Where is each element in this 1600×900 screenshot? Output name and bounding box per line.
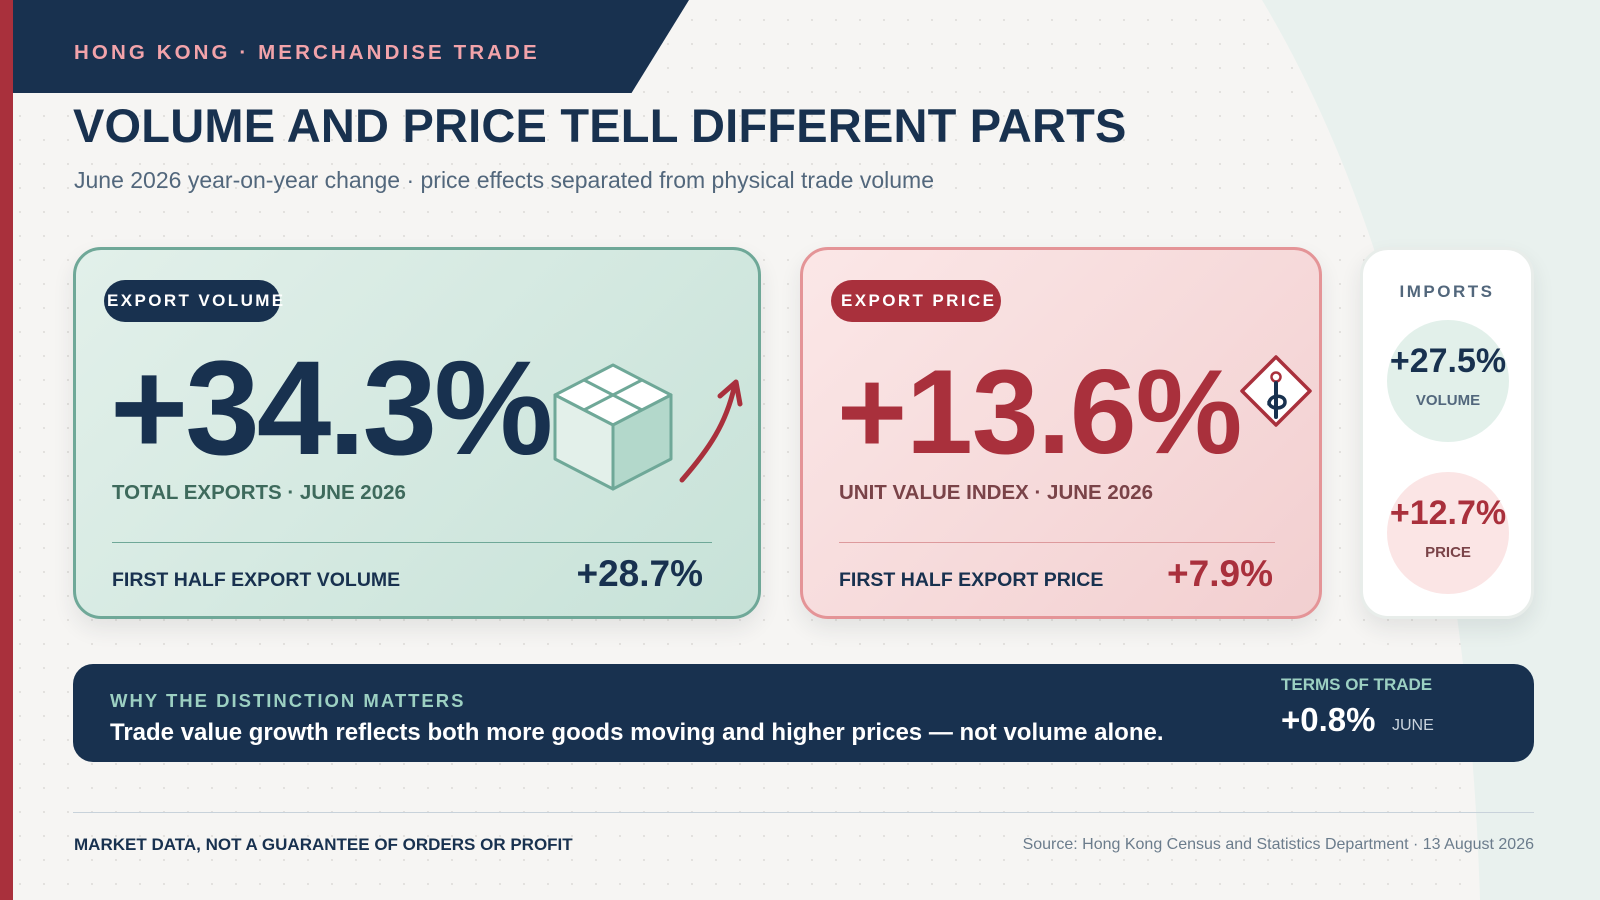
first-half-volume-label: FIRST HALF EXPORT VOLUME: [112, 569, 401, 591]
divider: [112, 542, 712, 543]
footer-source: Source: Hong Kong Census and Statistics …: [1022, 836, 1534, 853]
header-band: [13, 0, 689, 93]
up-arrow-icon: [679, 379, 743, 483]
imports-title: IMPORTS: [1399, 282, 1495, 301]
imports-price-circle: +12.7% PRICE: [1387, 472, 1509, 594]
divider: [839, 542, 1275, 543]
banner-text: Trade value growth reflects both more go…: [110, 719, 1164, 746]
imports-volume-circle: +27.5% VOLUME: [1387, 320, 1509, 442]
export-price-card: EXPORT PRICE +13.6% UNIT VALUE INDEX · J…: [800, 247, 1322, 619]
export-price-value: +13.6%: [837, 345, 1242, 479]
page-title: VOLUME AND PRICE TELL DIFFERENT PARTS: [73, 99, 1127, 152]
export-volume-pill: EXPORT VOLUME: [104, 280, 283, 322]
first-half-volume-value: +28.7%: [576, 553, 703, 594]
footer-divider: [73, 812, 1534, 813]
export-price-pill: EXPORT PRICE: [831, 280, 1001, 322]
export-volume-value: +34.3%: [110, 334, 553, 483]
footer-disclaimer: MARKET DATA, NOT A GUARANTEE OF ORDERS O…: [74, 835, 573, 854]
page-subtitle: June 2026 year-on-year change · price ef…: [74, 167, 934, 193]
box-icon: [553, 363, 673, 491]
header-kicker: HONG KONG · MERCHANDISE TRADE: [74, 41, 540, 64]
imports-volume-label: VOLUME: [1415, 392, 1481, 409]
imports-volume-value: +27.5%: [1389, 342, 1507, 380]
imports-price-label: PRICE: [1425, 544, 1471, 561]
imports-card: IMPORTS +27.5% VOLUME +12.7% PRICE: [1360, 247, 1534, 619]
export-volume-card: EXPORT VOLUME +34.3% TOTAL EXPORTS · JUN…: [73, 247, 761, 619]
terms-of-trade-label: TERMS OF TRADE: [1281, 675, 1433, 694]
price-tag-icon: [1240, 355, 1312, 427]
export-price-caption: UNIT VALUE INDEX · JUNE 2026: [839, 481, 1154, 504]
distinction-banner: WHY THE DISTINCTION MATTERS Trade value …: [73, 664, 1534, 762]
imports-price-value: +12.7%: [1389, 494, 1507, 532]
left-accent-bar: [0, 0, 13, 900]
first-half-price-label: FIRST HALF EXPORT PRICE: [839, 569, 1104, 591]
terms-of-trade-period: JUNE: [1392, 717, 1434, 734]
terms-of-trade-value: +0.8%: [1281, 701, 1376, 738]
banner-kicker: WHY THE DISTINCTION MATTERS: [110, 690, 466, 711]
first-half-price-value: +7.9%: [1167, 553, 1273, 594]
export-volume-caption: TOTAL EXPORTS · JUNE 2026: [112, 481, 406, 504]
